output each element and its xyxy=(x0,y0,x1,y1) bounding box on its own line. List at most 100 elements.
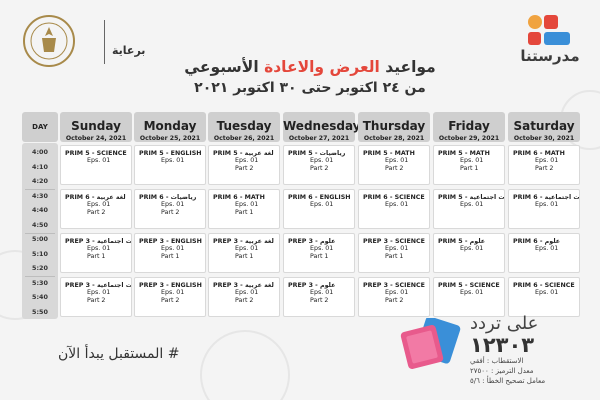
episode-label: Eps. 01 xyxy=(87,201,111,209)
episode-label: Eps. 01 xyxy=(235,201,259,209)
day-column-header: DAY xyxy=(22,112,58,142)
schedule-cell: PREP 3 - لغة عربية Eps. 01 Part 2 xyxy=(208,277,280,317)
episode-label: Eps. 01 xyxy=(161,245,185,253)
episode-label: Eps. 01 xyxy=(385,201,409,209)
program-title: PRIM 5 - دراسات اجتماعية xyxy=(438,194,505,201)
sponsor-divider xyxy=(104,20,105,64)
part-label: Part 2 xyxy=(161,208,180,216)
episode-label: Eps. 01 xyxy=(385,245,409,253)
time-group-divider xyxy=(25,189,55,190)
day-header-0: Sunday October 24, 2021 xyxy=(60,112,132,142)
day-header-4: Thursday October 28, 2021 xyxy=(358,112,430,142)
part-label: Part 1 xyxy=(310,252,329,260)
episode-label: Eps. 01 xyxy=(310,201,334,209)
time-group-divider xyxy=(25,232,55,234)
day-name: Monday xyxy=(143,119,197,133)
program-title: PRIM 5 - SCIENCE xyxy=(65,150,127,157)
part-label: Part 2 xyxy=(87,208,106,216)
program-title: PREP 3 - ENGLISH xyxy=(139,282,202,289)
program-title: PRIM 5 - ENGLISH xyxy=(139,150,202,157)
title-part1: مواعيد xyxy=(385,58,436,76)
program-title: PREP 3 - لغة عربية xyxy=(213,238,274,245)
episode-label: Eps. 01 xyxy=(535,157,559,165)
episode-label: Eps. 01 xyxy=(460,289,484,297)
episode-label: Eps. 01 xyxy=(535,201,559,209)
program-title: PRIM 5 - رياضيات xyxy=(288,150,346,157)
episode-label: Eps. 01 xyxy=(535,289,559,297)
time-slot-label: 5:40 xyxy=(32,293,48,301)
schedule-cell: PRIM 5 - SCIENCE Eps. 01 xyxy=(60,145,132,185)
part-label: Part 2 xyxy=(385,164,404,172)
day-date: October 25, 2021 xyxy=(139,135,201,142)
day-header-2: Tuesday October 26, 2021 xyxy=(208,112,280,142)
schedule-cell: PRIM 5 - MATH Eps. 01 Part 2 xyxy=(358,145,430,185)
schedule-cell: PRIM 6 - رياضيات Eps. 01 Part 2 xyxy=(134,189,206,229)
part-label: Part 2 xyxy=(235,164,254,172)
day-header-3: Wednesday October 27, 2021 xyxy=(283,112,361,142)
time-column xyxy=(22,143,58,319)
episode-label: Eps. 01 xyxy=(161,201,185,209)
program-title: PREP 3 - علوم xyxy=(288,282,336,289)
day-header-5: Friday October 29, 2021 xyxy=(433,112,505,142)
title-highlight: العرض والاعادة xyxy=(264,58,380,76)
time-slot-label: 4:30 xyxy=(32,191,48,200)
episode-label: Eps. 01 xyxy=(161,157,185,165)
part-label: Part 1 xyxy=(235,208,254,216)
episode-label: Eps. 01 xyxy=(310,157,334,165)
episode-label: Eps. 01 xyxy=(385,289,409,297)
program-title: PREP 3 - دراسات اجتماعية xyxy=(65,282,132,289)
program-title: PRIM 6 - MATH xyxy=(213,194,265,201)
part-label: Part 1 xyxy=(235,252,254,260)
program-title: PRIM 6 - ENGLISH xyxy=(288,194,351,201)
episode-label: Eps. 01 xyxy=(87,289,111,297)
part-label: Part 2 xyxy=(235,296,254,304)
day-date: October 30, 2021 xyxy=(513,135,575,142)
fec-line: معامل تصحيح الخطأ : ٥/٦ xyxy=(470,377,546,385)
day-date: October 27, 2021 xyxy=(288,135,350,142)
program-title: PREP 3 - SCIENCE xyxy=(363,282,425,289)
program-title: PRIM 6 - رياضيات xyxy=(139,194,197,201)
time-slot-label: 5:10 xyxy=(32,249,48,258)
sponsor-label: برعاية xyxy=(112,44,146,57)
schedule-cell: PRIM 5 - SCIENCE Eps. 01 xyxy=(433,277,505,317)
episode-label: Eps. 01 xyxy=(235,157,259,165)
schedule-cell: PRIM 5 - MATH Eps. 01 Part 1 xyxy=(433,145,505,185)
program-title: PRIM 6 - MATH xyxy=(513,150,565,157)
schedule-cell: PRIM 5 - علوم Eps. 01 xyxy=(433,233,505,273)
polarization-line: الاستقطاب : أفقي xyxy=(470,357,524,365)
time-slot-label: 5:20 xyxy=(32,264,48,272)
schedule-cell: PRIM 5 - رياضيات Eps. 01 Part 2 xyxy=(283,145,355,185)
episode-label: Eps. 01 xyxy=(460,201,484,209)
schedule-cell: PRIM 6 - SCIENCE Eps. 01 xyxy=(358,189,430,229)
hashtag-slogan: # المستقبل يبدأ الآن xyxy=(58,346,180,362)
page-subtitle: من ٢٤ اكتوبر حتى ٣٠ اكتوبر ٢٠٢١ xyxy=(194,80,426,96)
program-title: PREP 3 - SCIENCE xyxy=(363,238,425,245)
day-name: Friday xyxy=(448,119,490,133)
episode-label: Eps. 01 xyxy=(535,245,559,253)
episode-label: Eps. 01 xyxy=(460,157,484,165)
program-title: PRIM 5 - MATH xyxy=(438,150,490,157)
schedule-cell: PREP 3 - SCIENCE Eps. 01 Part 2 xyxy=(358,277,430,317)
part-label: Part 1 xyxy=(161,252,180,260)
part-label: Part 2 xyxy=(385,296,404,304)
symbol-rate-line: معدل الترميز : ٢٧٥٠٠ xyxy=(470,367,534,375)
program-title: PRIM 6 - لغة عربية xyxy=(65,194,126,201)
part-label: Part 2 xyxy=(535,164,554,172)
part-label: Part 1 xyxy=(385,252,404,260)
schedule-cell: PRIM 6 - علوم Eps. 01 xyxy=(508,233,580,273)
part-label: Part 2 xyxy=(87,296,106,304)
program-title: PRIM 5 - لغة عربية xyxy=(213,150,274,157)
schedule-cell: PREP 3 - SCIENCE Eps. 01 Part 1 xyxy=(358,233,430,273)
episode-label: Eps. 01 xyxy=(310,289,334,297)
episode-label: Eps. 01 xyxy=(235,289,259,297)
schedule-cell: PRIM 5 - لغة عربية Eps. 01 Part 2 xyxy=(208,145,280,185)
episode-label: Eps. 01 xyxy=(385,157,409,165)
schedule-cell: PRIM 6 - SCIENCE Eps. 01 xyxy=(508,277,580,317)
schedule-cell: PRIM 6 - MATH Eps. 01 Part 1 xyxy=(208,189,280,229)
brand-name: مدرستنا xyxy=(520,47,580,65)
time-slot-label: 5:30 xyxy=(32,278,48,287)
program-title: PRIM 6 - دراسات اجتماعية xyxy=(513,194,580,201)
time-slot-label: 4:10 xyxy=(32,162,48,171)
